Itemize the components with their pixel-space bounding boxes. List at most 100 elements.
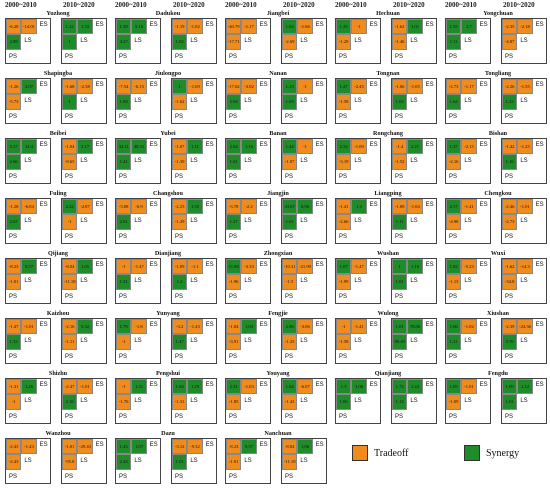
cell-value: 1.02 <box>172 34 188 50</box>
cell-value: -1.52 <box>392 154 408 170</box>
cell-value: -1.47 <box>351 259 367 275</box>
label-ps: PS <box>285 413 294 420</box>
header-period-1: 2000~2010 <box>335 1 367 9</box>
matrix-p1: -1 -1.47 1.51 ES LS PS <box>115 258 161 304</box>
cell-value: -1.17 <box>461 79 477 95</box>
label-ls: LS <box>300 398 308 405</box>
cell-value: 1 <box>172 79 188 95</box>
cell-value: 1.01 <box>226 154 242 170</box>
cell-value: 1.12 <box>392 394 408 410</box>
label-ps: PS <box>505 233 514 240</box>
label-es: ES <box>259 382 268 388</box>
matrix-p2: 1.72 1.22 1.12 ES LS PS <box>391 378 437 424</box>
district-name: Banan <box>269 130 287 137</box>
cell-value: 1.06 <box>297 439 313 455</box>
label-es: ES <box>205 442 214 448</box>
label-es: ES <box>205 202 214 208</box>
header-period-2: 2010~2020 <box>63 1 95 9</box>
cell-value: -1.05 <box>407 79 423 95</box>
cell-value: 1.11 <box>446 34 462 50</box>
cell-value: -2.16 <box>446 154 462 170</box>
label-ls: LS <box>464 338 472 345</box>
cell-value: 1.03 <box>282 94 298 110</box>
label-es: ES <box>205 22 214 28</box>
cell-value: -17.71 <box>226 34 242 50</box>
label-ls: LS <box>520 278 528 285</box>
label-ls: LS <box>464 158 472 165</box>
district-name: Dadukou <box>155 10 181 17</box>
cell-value: -1.96 <box>226 274 242 290</box>
matrix-p2: 1.01 78.06 88.49 ES LS PS <box>391 318 437 364</box>
cell-value: -1.13 <box>446 274 462 290</box>
label-ls: LS <box>300 218 308 225</box>
cell-value: 2.31 <box>226 379 242 395</box>
matrix-p2: -2.46 -1.01 -2.73 ES LS PS <box>501 198 547 244</box>
header-period-2: 2010~2020 <box>173 1 205 9</box>
cell-value: -24.36 <box>517 319 533 335</box>
label-ps: PS <box>339 353 348 360</box>
label-ps: PS <box>65 353 74 360</box>
matrix-p2: 1.22 1.33 1 ES LS PS <box>61 18 107 64</box>
label-ps: PS <box>65 113 74 120</box>
label-ls: LS <box>354 158 362 165</box>
cell-value: 1.39 <box>116 19 132 35</box>
cell-value: -2.2 <box>241 199 257 215</box>
cell-value: 1.16 <box>502 154 518 170</box>
cell-value: -5.23 <box>461 259 477 275</box>
label-ls: LS <box>134 458 142 465</box>
label-ps: PS <box>505 53 514 60</box>
legend-item-tradeoff: Tradeoff <box>352 445 408 461</box>
label-ls: LS <box>24 458 32 465</box>
label-ps: PS <box>505 113 514 120</box>
cell-value: -1 <box>116 259 132 275</box>
matrix-p1: -1.41 1.3 -2.66 ES LS PS <box>335 198 381 244</box>
cell-value: -2.15 <box>461 139 477 155</box>
label-es: ES <box>95 382 104 388</box>
label-es: ES <box>149 442 158 448</box>
cell-value: -1.68 <box>62 79 78 95</box>
header-period-2: 2010~2020 <box>503 1 535 9</box>
matrix-p1: 1.27 -2.45 -1.58 ES LS PS <box>335 78 381 124</box>
legend-label-synergy: Synergy <box>486 447 520 459</box>
cell-value: -1.62 <box>502 259 518 275</box>
label-ls: LS <box>24 98 32 105</box>
cell-value: -1.07 <box>282 154 298 170</box>
cell-value: 1.01 <box>392 274 408 290</box>
cell-value: 4.27 <box>116 34 132 50</box>
label-ps: PS <box>175 413 184 420</box>
cell-value: -1 <box>62 214 78 230</box>
matrix-p1: 1.82 -5.23 -1.13 ES LS PS <box>445 258 491 304</box>
label-ps: PS <box>175 53 184 60</box>
matrix-p1: 1.06 -1.02 1.21 ES LS PS <box>445 318 491 364</box>
district-name: Yuzhong <box>46 10 70 17</box>
cell-value: -1.69 <box>187 79 203 95</box>
label-es: ES <box>205 262 214 268</box>
cell-value: -1.01 <box>6 274 22 290</box>
label-es: ES <box>149 22 158 28</box>
cell-value: 1.01 <box>392 319 408 335</box>
label-ls: LS <box>80 398 88 405</box>
district-name: Wanzhou <box>45 430 71 437</box>
label-ps: PS <box>339 113 348 120</box>
label-es: ES <box>259 82 268 88</box>
district-name: Yunyang <box>156 310 180 317</box>
cell-value: -4.98 <box>446 214 462 230</box>
label-ps: PS <box>229 413 238 420</box>
cell-value: -1.43 <box>187 319 203 335</box>
label-ps: PS <box>339 53 348 60</box>
label-ps: PS <box>9 353 18 360</box>
cell-value: -1.55 <box>517 79 533 95</box>
matrix-p2: -2.23 1.35 -1.29 ES LS PS <box>171 198 217 244</box>
cell-value: 1.23 <box>282 79 298 95</box>
label-ps: PS <box>395 233 404 240</box>
matrix-p1: 1.3 1.06 1.06 ES LS PS <box>335 378 381 424</box>
cell-value: -1.25 <box>282 334 298 350</box>
cell-value: 1.23 <box>502 94 518 110</box>
cell-value: -1.41 <box>461 199 477 215</box>
label-es: ES <box>479 202 488 208</box>
matrix-p2: -2.26 -1.55 1.23 ES LS PS <box>501 78 547 124</box>
cell-value: 1.21 <box>446 334 462 350</box>
cell-value: -1.01 <box>77 379 93 395</box>
label-ps: PS <box>449 53 458 60</box>
cell-value: -1.85 <box>226 394 242 410</box>
